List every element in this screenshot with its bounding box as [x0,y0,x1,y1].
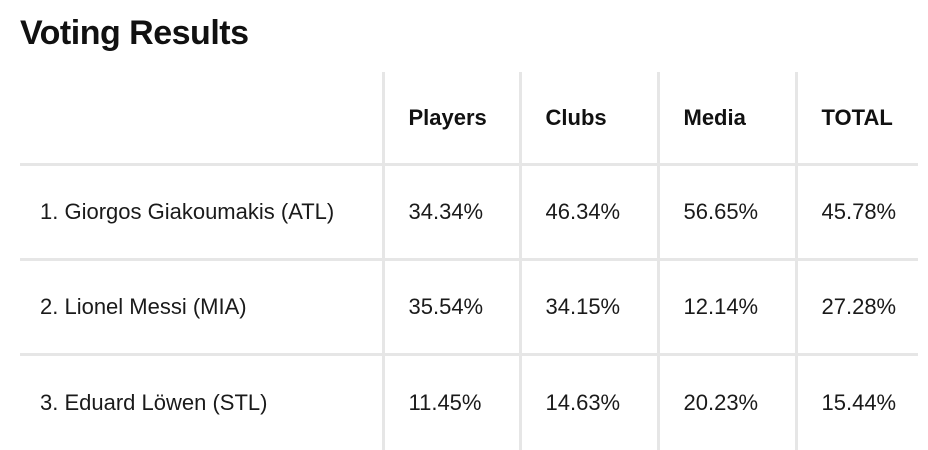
header-clubs: Clubs [520,72,658,165]
clubs-cell: 14.63% [520,355,658,450]
players-cell: 35.54% [383,260,520,355]
total-cell: 27.28% [796,260,918,355]
table-row: 1. Giorgos Giakoumakis (ATL) 34.34% 46.3… [20,165,918,260]
voting-results-table: Players Clubs Media TOTAL 1. Giorgos Gia… [20,72,918,450]
table-row: 3. Eduard Löwen (STL) 11.45% 14.63% 20.2… [20,355,918,450]
table-header-row: Players Clubs Media TOTAL [20,72,918,165]
header-total: TOTAL [796,72,918,165]
header-candidate [20,72,383,165]
total-cell: 45.78% [796,165,918,260]
candidate-cell: 3. Eduard Löwen (STL) [20,355,383,450]
header-media: Media [658,72,796,165]
page-title: Voting Results [20,10,249,56]
players-cell: 34.34% [383,165,520,260]
clubs-cell: 46.34% [520,165,658,260]
players-cell: 11.45% [383,355,520,450]
header-players: Players [383,72,520,165]
total-cell: 15.44% [796,355,918,450]
media-cell: 56.65% [658,165,796,260]
clubs-cell: 34.15% [520,260,658,355]
candidate-cell: 2. Lionel Messi (MIA) [20,260,383,355]
media-cell: 20.23% [658,355,796,450]
candidate-cell: 1. Giorgos Giakoumakis (ATL) [20,165,383,260]
table-row: 2. Lionel Messi (MIA) 35.54% 34.15% 12.1… [20,260,918,355]
media-cell: 12.14% [658,260,796,355]
